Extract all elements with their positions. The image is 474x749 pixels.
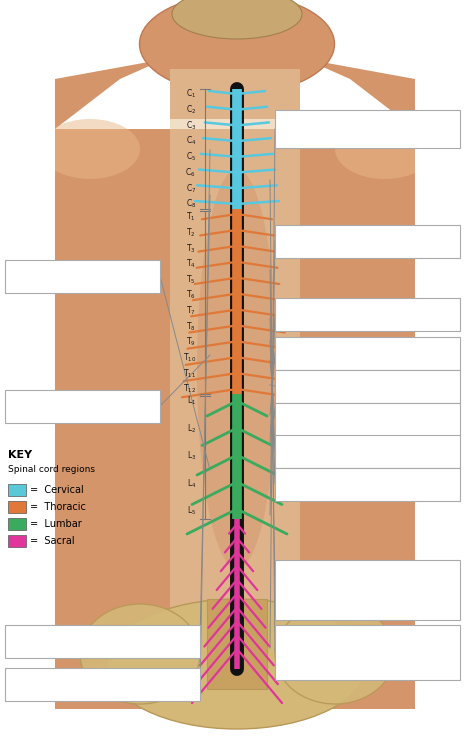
Ellipse shape <box>172 0 302 39</box>
Text: T$_{6}$: T$_{6}$ <box>186 289 196 301</box>
Bar <box>275 225 460 258</box>
Text: T$_{8}$: T$_{8}$ <box>186 321 196 333</box>
Text: C$_{1}$: C$_{1}$ <box>186 88 196 100</box>
Text: L$_{3}$: L$_{3}$ <box>187 449 196 462</box>
Bar <box>275 468 460 501</box>
Text: =  Thoracic: = Thoracic <box>30 502 86 512</box>
Text: T$_{2}$: T$_{2}$ <box>186 226 196 239</box>
Text: L$_{1}$: L$_{1}$ <box>187 395 196 407</box>
Bar <box>275 298 460 331</box>
Ellipse shape <box>335 119 435 179</box>
Text: C$_{6}$: C$_{6}$ <box>185 166 196 179</box>
Text: KEY: KEY <box>8 450 32 460</box>
Bar <box>170 69 300 689</box>
Text: C$_{3}$: C$_{3}$ <box>186 119 196 132</box>
Text: C$_{8}$: C$_{8}$ <box>186 198 196 210</box>
Bar <box>8 535 26 547</box>
Bar <box>275 110 460 148</box>
Text: T$_{12}$: T$_{12}$ <box>183 383 196 395</box>
Bar <box>275 625 460 680</box>
Bar <box>8 484 26 496</box>
Bar <box>5 668 200 701</box>
Bar <box>0 0 55 749</box>
Text: =  Sacral: = Sacral <box>30 536 74 546</box>
Ellipse shape <box>107 599 367 729</box>
Text: T$_{1}$: T$_{1}$ <box>186 210 196 223</box>
Bar <box>275 560 460 620</box>
Text: T$_{4}$: T$_{4}$ <box>186 258 196 270</box>
Polygon shape <box>55 59 415 709</box>
Bar <box>8 501 26 513</box>
Bar <box>55 129 415 709</box>
Text: C$_{5}$: C$_{5}$ <box>186 151 196 163</box>
Text: =  Lumbar: = Lumbar <box>30 519 82 529</box>
Text: Spinal cord regions: Spinal cord regions <box>8 465 95 474</box>
Ellipse shape <box>80 604 200 704</box>
Text: T$_{10}$: T$_{10}$ <box>183 351 196 364</box>
Bar <box>5 260 160 293</box>
Text: T$_{9}$: T$_{9}$ <box>186 336 196 348</box>
Text: T$_{5}$: T$_{5}$ <box>186 273 196 286</box>
Bar <box>275 337 460 370</box>
Bar <box>5 625 200 658</box>
Bar <box>275 370 460 403</box>
Bar <box>275 435 460 468</box>
Text: =  Cervical: = Cervical <box>30 485 84 495</box>
Text: L$_{2}$: L$_{2}$ <box>187 422 196 434</box>
Text: L$_{5}$: L$_{5}$ <box>187 505 196 518</box>
Text: T$_{11}$: T$_{11}$ <box>183 367 196 380</box>
Ellipse shape <box>197 169 277 569</box>
Text: T$_{3}$: T$_{3}$ <box>186 242 196 255</box>
Ellipse shape <box>40 119 140 179</box>
Text: C$_{4}$: C$_{4}$ <box>185 135 196 148</box>
Bar <box>275 403 460 436</box>
Ellipse shape <box>275 604 395 704</box>
Text: C$_{7}$: C$_{7}$ <box>186 182 196 195</box>
Bar <box>207 599 267 689</box>
Text: C$_{2}$: C$_{2}$ <box>186 103 196 116</box>
Text: L$_{4}$: L$_{4}$ <box>187 477 196 490</box>
Bar <box>8 518 26 530</box>
Bar <box>415 0 474 749</box>
Bar <box>5 390 160 423</box>
Ellipse shape <box>139 0 335 94</box>
Bar <box>170 39 300 119</box>
Text: T$_{7}$: T$_{7}$ <box>186 305 196 317</box>
